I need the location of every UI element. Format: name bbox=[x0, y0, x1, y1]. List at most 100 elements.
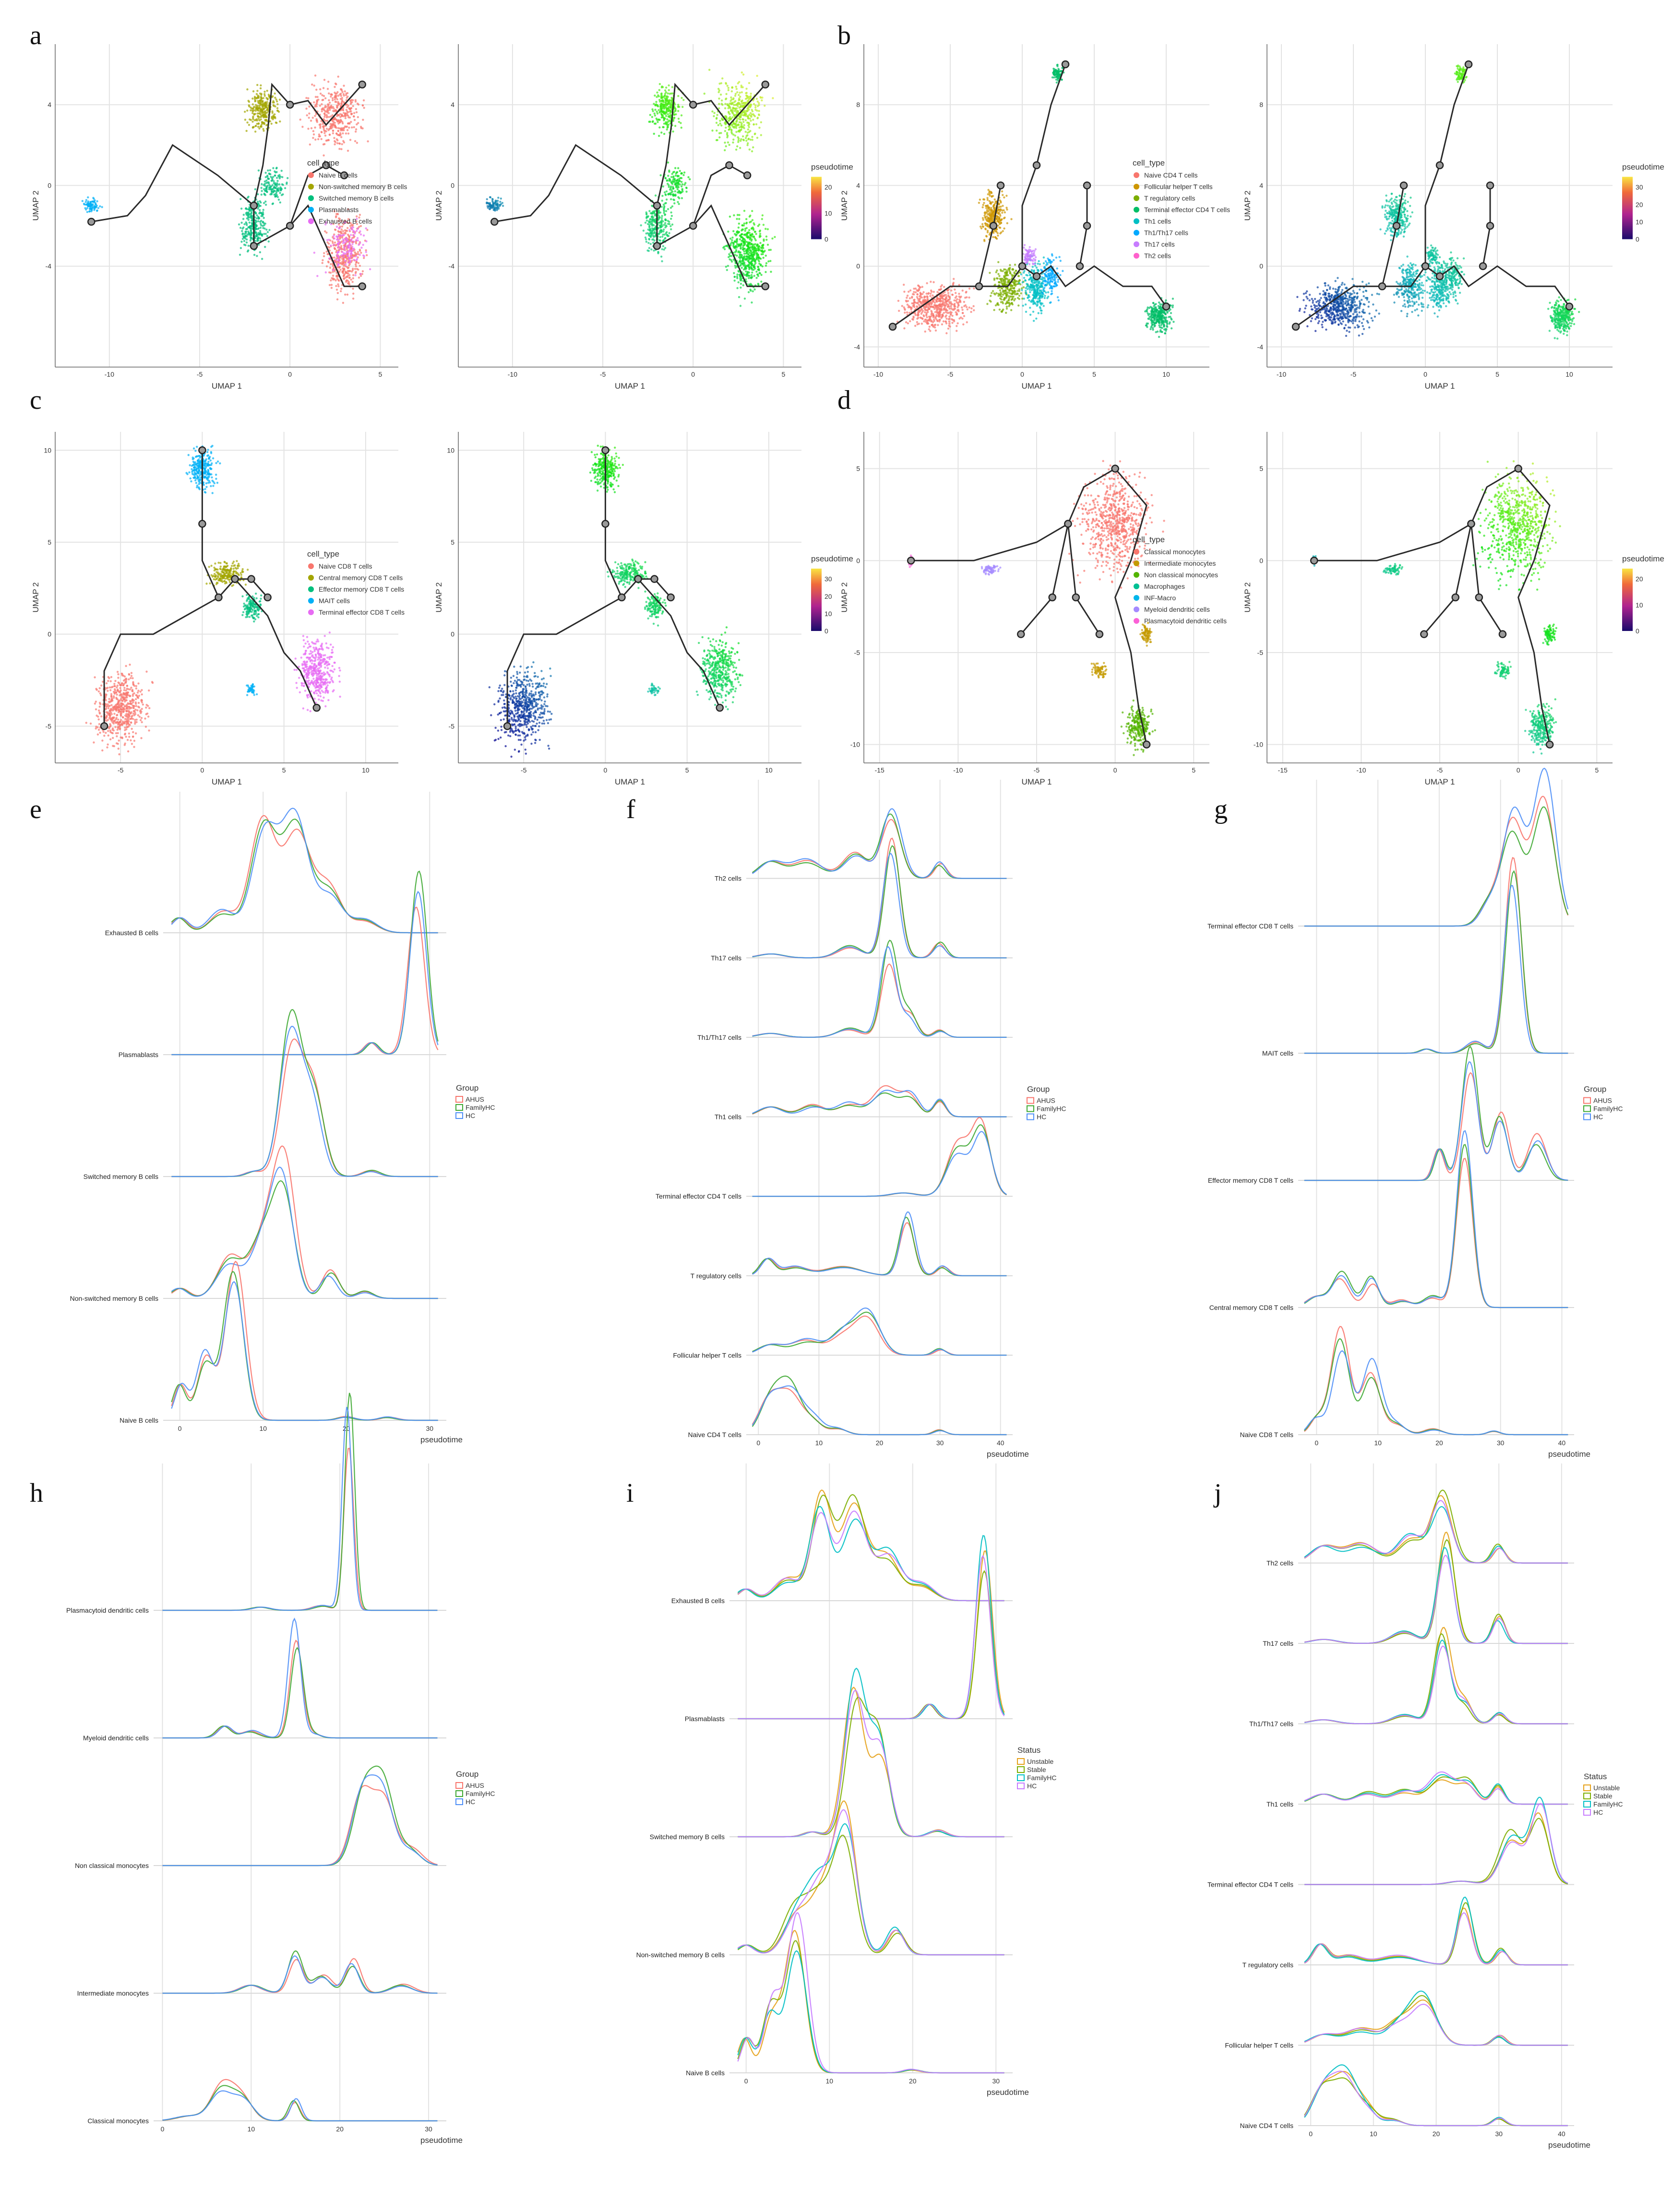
umap-point bbox=[342, 302, 344, 304]
umap-point bbox=[741, 100, 743, 102]
umap-point bbox=[927, 322, 929, 324]
umap-point bbox=[260, 125, 262, 127]
umap-point bbox=[352, 297, 354, 299]
umap-point bbox=[681, 114, 682, 116]
umap-point bbox=[263, 217, 265, 219]
umap-point bbox=[751, 274, 753, 276]
umap-point bbox=[997, 295, 999, 297]
umap-point bbox=[263, 130, 264, 131]
x-tick-label: -5 bbox=[197, 370, 203, 378]
umap-point bbox=[347, 276, 348, 278]
umap-point bbox=[943, 302, 945, 304]
umap-point bbox=[271, 179, 273, 181]
umap-point bbox=[745, 271, 747, 273]
umap-point bbox=[746, 144, 748, 146]
umap-point bbox=[681, 181, 682, 183]
umap-point bbox=[250, 109, 251, 111]
umap-point bbox=[748, 82, 750, 84]
umap-point bbox=[259, 100, 261, 102]
umap-point bbox=[753, 266, 755, 268]
umap-point bbox=[748, 138, 750, 140]
umap-point bbox=[954, 308, 956, 309]
umap-point bbox=[255, 228, 257, 230]
umap-point bbox=[993, 293, 995, 295]
umap-point bbox=[738, 231, 740, 233]
y-tick-label: -4 bbox=[449, 262, 455, 270]
umap-point bbox=[677, 110, 679, 112]
umap-point bbox=[101, 206, 103, 208]
umap-point bbox=[665, 106, 667, 108]
umap-point bbox=[91, 204, 93, 206]
umap-point bbox=[746, 92, 748, 94]
umap-point bbox=[734, 246, 736, 248]
umap-point bbox=[281, 170, 283, 172]
umap-point bbox=[263, 104, 265, 106]
legend-key bbox=[308, 195, 314, 201]
umap-point bbox=[666, 234, 668, 236]
umap-point bbox=[755, 277, 757, 279]
umap-point bbox=[937, 306, 939, 308]
umap-point bbox=[354, 119, 356, 121]
umap-point bbox=[739, 235, 741, 237]
umap-point bbox=[986, 197, 988, 199]
umap-point bbox=[651, 108, 653, 110]
umap-point bbox=[750, 139, 752, 141]
umap-point bbox=[243, 223, 245, 225]
umap-point bbox=[751, 277, 753, 279]
umap-point bbox=[751, 227, 753, 229]
umap-point bbox=[659, 236, 661, 238]
umap-point bbox=[730, 96, 732, 98]
umap-point bbox=[89, 201, 91, 203]
y-tick-label: 0 bbox=[48, 181, 51, 189]
umap-point bbox=[998, 275, 1000, 277]
umap-point bbox=[1007, 295, 1009, 297]
umap-point bbox=[245, 235, 247, 237]
umap-point bbox=[656, 96, 657, 98]
umap-point bbox=[948, 321, 950, 322]
umap-point bbox=[352, 269, 354, 271]
umap-point bbox=[655, 101, 657, 103]
umap-point bbox=[944, 298, 946, 300]
umap-point bbox=[907, 322, 909, 324]
umap-point bbox=[742, 240, 744, 242]
x-axis-label: UMAP 1 bbox=[615, 381, 645, 391]
umap-point bbox=[656, 111, 657, 113]
umap-point bbox=[353, 240, 355, 242]
umap-point bbox=[1011, 285, 1013, 287]
umap-point bbox=[736, 145, 738, 147]
umap-point bbox=[738, 138, 740, 140]
umap-point bbox=[736, 234, 738, 236]
umap-point bbox=[339, 143, 341, 144]
umap-point bbox=[360, 127, 362, 129]
umap-point bbox=[999, 232, 1001, 234]
umap-point bbox=[1002, 194, 1004, 196]
umap-point bbox=[327, 88, 329, 90]
umap-point bbox=[725, 127, 727, 129]
umap-point bbox=[259, 230, 261, 232]
umap-point bbox=[936, 291, 938, 293]
umap-point bbox=[970, 307, 972, 309]
umap-point bbox=[645, 238, 647, 240]
umap-point bbox=[962, 323, 964, 325]
umap-point bbox=[247, 250, 249, 251]
umap-point bbox=[911, 318, 913, 320]
umap-point bbox=[335, 285, 337, 287]
umap-point bbox=[724, 248, 726, 250]
umap-point bbox=[347, 294, 348, 296]
umap-point bbox=[278, 199, 280, 201]
y-tick-label: -4 bbox=[46, 262, 52, 270]
umap-point bbox=[740, 278, 742, 280]
umap-point bbox=[261, 100, 263, 102]
umap-point bbox=[944, 304, 945, 306]
umap-point bbox=[1002, 205, 1004, 207]
umap-point bbox=[665, 86, 667, 88]
umap-point bbox=[986, 303, 988, 305]
trajectory-node bbox=[726, 162, 732, 168]
umap-point bbox=[664, 89, 666, 91]
umap-point bbox=[263, 107, 265, 109]
umap-point bbox=[1001, 296, 1003, 297]
umap-point bbox=[984, 212, 986, 214]
umap-point bbox=[259, 209, 261, 211]
umap-point bbox=[669, 106, 671, 108]
umap-point bbox=[746, 255, 748, 257]
